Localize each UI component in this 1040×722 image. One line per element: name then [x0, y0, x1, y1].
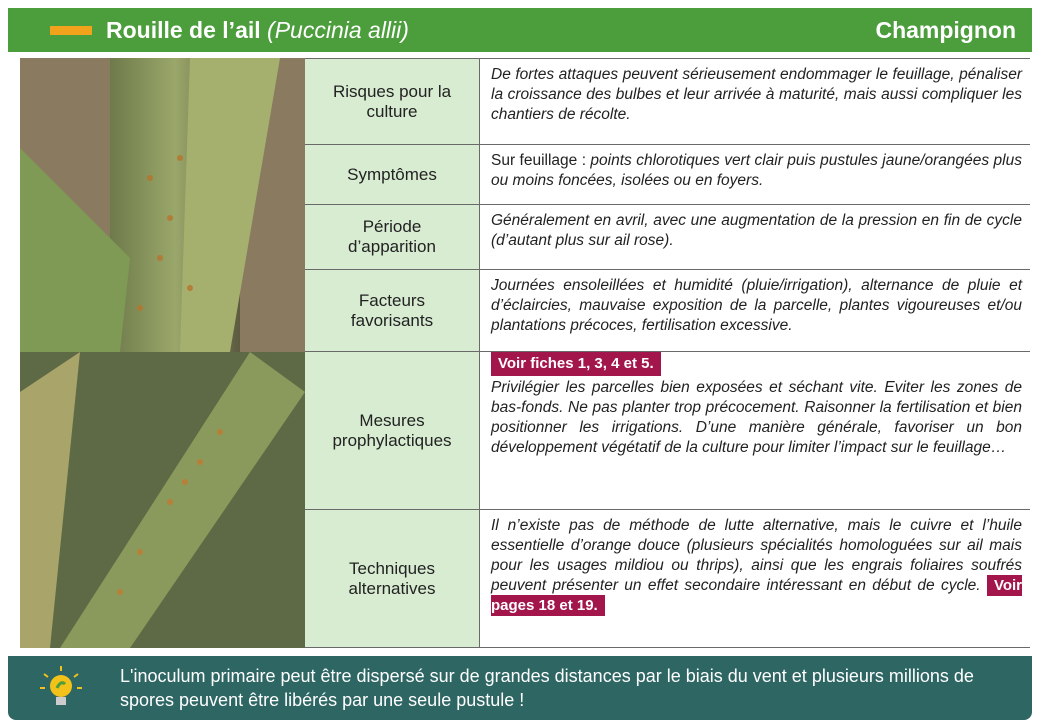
- title-text: Rouille de l’ail: [106, 17, 261, 43]
- photo-stem: [20, 58, 305, 352]
- row-content: De fortes attaques peuvent sérieusement …: [491, 65, 1022, 125]
- bulb-icon: [40, 666, 82, 705]
- body-text: Journées ensoleillées et humidité (pluie…: [491, 277, 1022, 334]
- row-content: Journées ensoleillées et humidité (pluie…: [491, 276, 1022, 336]
- row-content: Il n’existe pas de méthode de lutte alte…: [491, 516, 1022, 616]
- title: Rouille de l’ail (Puccinia allii): [106, 17, 409, 44]
- table-row: Période d’apparition Généralement en avri…: [305, 205, 1030, 270]
- table-row: Symptômes Sur feuillage : points chloroti…: [305, 145, 1030, 205]
- info-text: L'inoculum primaire peut être dispersé s…: [120, 666, 974, 710]
- lead-text: Sur feuillage :: [491, 152, 586, 169]
- row-content: Sur feuillage : points chlorotiques vert…: [491, 151, 1022, 191]
- table-row: Techniques alternatives Il n’existe pas d…: [305, 510, 1030, 648]
- header: Rouille de l’ail (Puccinia allii) Champi…: [8, 8, 1032, 52]
- row-content: Généralement en avril, avec une augmenta…: [491, 211, 1022, 251]
- row-label: Facteurs favorisants: [305, 270, 480, 351]
- row-content: Voir fiches 1, 3, 4 et 5. Privilégier les…: [491, 352, 1022, 458]
- table-row: Mesures prophylactiques Voir fiches 1, 3,…: [305, 352, 1030, 510]
- row-label: Techniques alternatives: [305, 510, 480, 647]
- body-text: De fortes attaques peuvent sérieusement …: [491, 66, 1022, 123]
- body-text: Privilégier les parcelles bien exposées …: [491, 379, 1022, 456]
- photo-leaf: [20, 352, 305, 648]
- latin-name: (Puccinia allii): [267, 17, 409, 43]
- body-text: Il n’existe pas de méthode de lutte alte…: [491, 517, 1022, 594]
- body-text: Généralement en avril, avec une augmenta…: [491, 212, 1022, 249]
- row-label: Risques pour la culture: [305, 59, 480, 144]
- accent-bar: [50, 26, 92, 35]
- table-row: Risques pour la culture De fortes attaque…: [305, 58, 1030, 145]
- body-text: points chlorotiques vert clair puis pust…: [491, 152, 1022, 189]
- reference-tag: Voir fiches 1, 3, 4 et 5.: [491, 352, 661, 376]
- info-box: L'inoculum primaire peut être dispersé s…: [8, 656, 1032, 720]
- row-label: Symptômes: [305, 145, 480, 204]
- row-label: Mesures prophylactiques: [305, 352, 480, 509]
- table-row: Facteurs favorisants Journées ensoleillée…: [305, 270, 1030, 352]
- category: Champignon: [875, 17, 1016, 43]
- row-label: Période d’apparition: [305, 205, 480, 269]
